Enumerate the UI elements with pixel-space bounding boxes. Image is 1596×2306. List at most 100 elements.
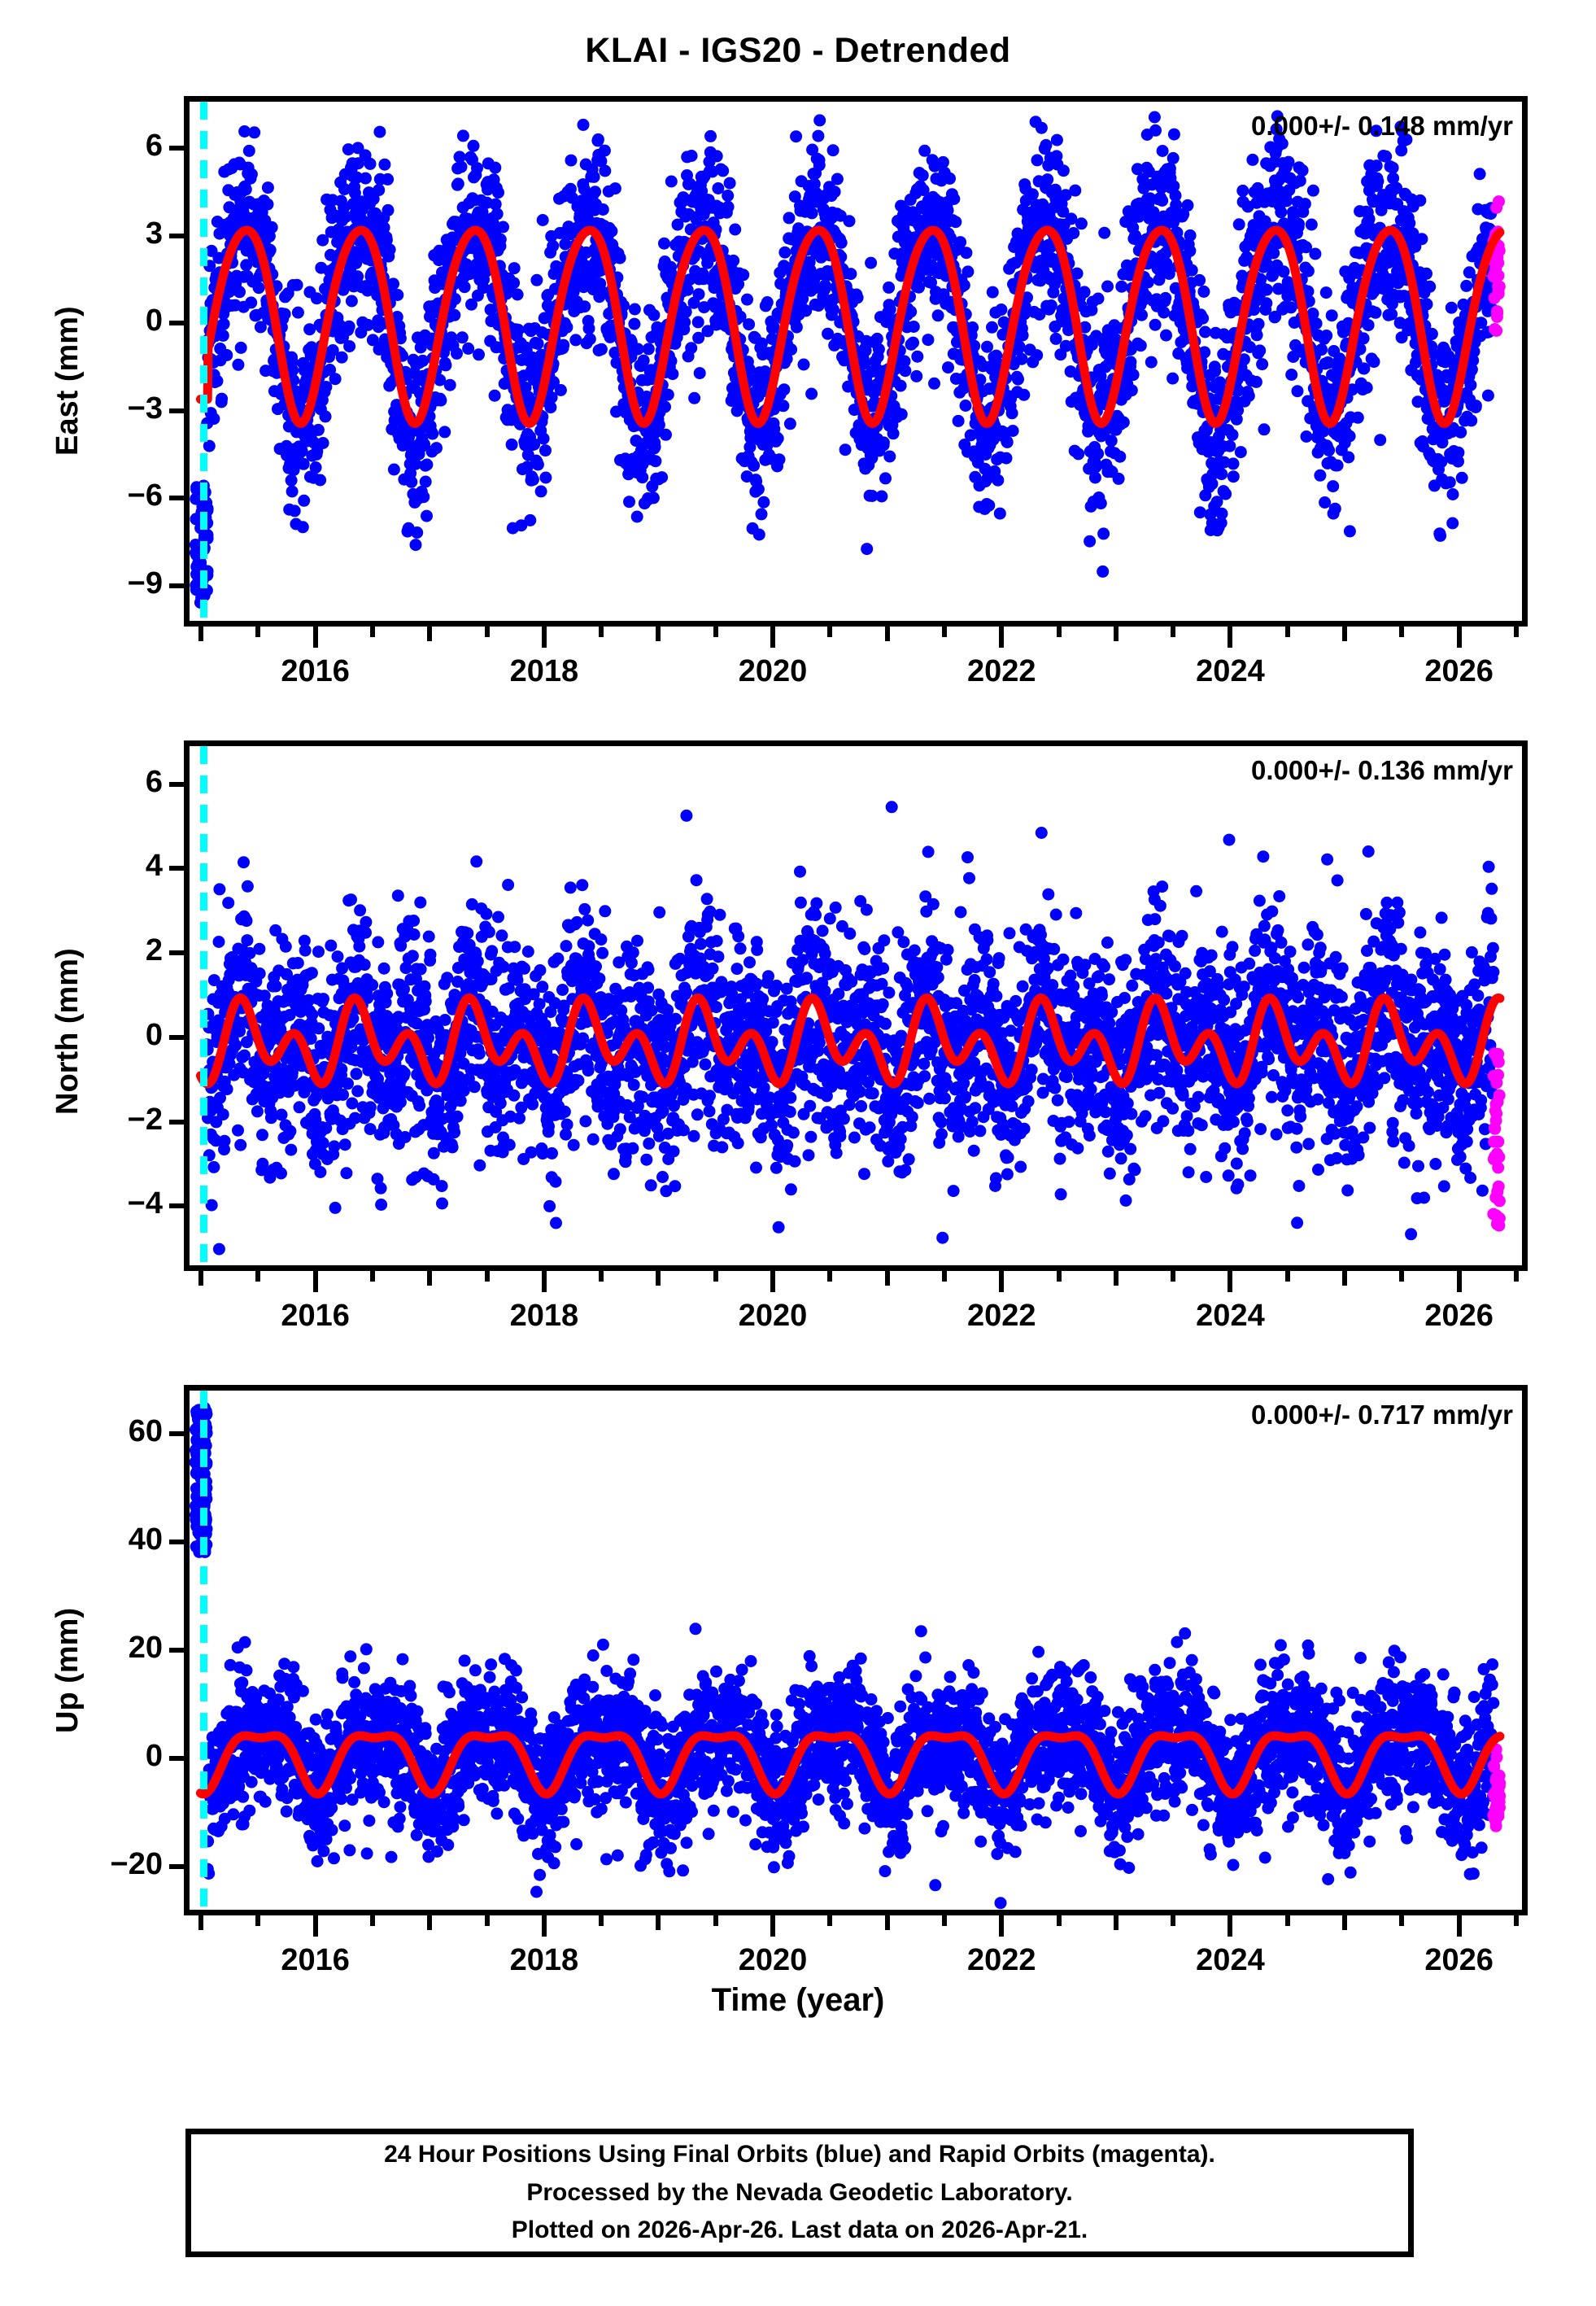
footer-line-3: Plotted on 2026-Apr-26. Last data on 202… [511, 2216, 1088, 2244]
event-line-east [200, 102, 207, 621]
xtick-mark-east-2026.5 [1513, 627, 1519, 637]
xtick-mark-north-2024 [1228, 1271, 1233, 1292]
xtick-label-up-5: 2026 [1424, 1943, 1494, 1977]
xtick-mark-north-2019.5 [713, 1271, 718, 1282]
xtick-mark-east-2016.5 [369, 627, 375, 637]
ytick-label-north-5: −4 [127, 1186, 163, 1221]
xtick-mark-up-2022 [999, 1915, 1005, 1937]
xtick-mark-north-2020.5 [827, 1271, 833, 1282]
xtick-mark-north-2021 [884, 1271, 890, 1286]
ytick-label-up-0: 60 [128, 1414, 163, 1449]
plot-canvas-north [190, 746, 1522, 1265]
xtick-mark-east-2026 [1456, 627, 1462, 648]
axis-label-up: Up (mm) [50, 1607, 85, 1733]
xtick-label-up-3: 2022 [966, 1943, 1036, 1977]
xtick-mark-up-2024.5 [1284, 1915, 1290, 1926]
xtick-label-east-2: 2020 [738, 654, 808, 688]
ytick-label-north-2: 2 [145, 933, 163, 968]
xtick-mark-up-2025.5 [1399, 1915, 1405, 1926]
ytick-mark-up-3 [169, 1755, 187, 1761]
event-line-up [200, 1391, 207, 1910]
axis-label-east: East (mm) [50, 306, 85, 456]
plot-frame-up [184, 1385, 1528, 1915]
xtick-mark-north-2017.5 [484, 1271, 490, 1282]
ytick-mark-north-5 [169, 1203, 187, 1209]
xtick-mark-east-2023.5 [1171, 627, 1176, 637]
xtick-mark-north-2021.5 [941, 1271, 947, 1282]
xtick-label-north-3: 2022 [966, 1299, 1036, 1333]
xtick-mark-east-2019 [656, 627, 661, 641]
xtick-mark-up-2019 [656, 1915, 661, 1930]
xtick-mark-north-2026.5 [1513, 1271, 1519, 1282]
xtick-mark-east-2018.5 [599, 627, 604, 637]
ytick-mark-east-5 [169, 583, 187, 588]
footer-note-box: 24 Hour Positions Using Final Orbits (bl… [185, 2129, 1414, 2257]
xtick-mark-up-2020 [770, 1915, 776, 1937]
xtick-mark-north-2023 [1113, 1271, 1119, 1286]
ytick-label-east-5: −9 [127, 566, 163, 601]
xtick-mark-north-2017 [427, 1271, 433, 1286]
ytick-label-up-4: −20 [110, 1846, 163, 1881]
xtick-label-east-1: 2018 [509, 654, 579, 688]
xtick-mark-up-2018 [541, 1915, 547, 1937]
ytick-mark-east-2 [169, 321, 187, 326]
xtick-label-east-5: 2026 [1424, 654, 1494, 688]
xtick-mark-east-2025.5 [1399, 627, 1405, 637]
xtick-mark-north-2020 [770, 1271, 776, 1292]
ytick-mark-up-2 [169, 1648, 187, 1653]
xtick-mark-up-2019.5 [713, 1915, 718, 1926]
ytick-mark-east-4 [169, 496, 187, 501]
ytick-mark-east-0 [169, 146, 187, 151]
xtick-mark-east-2024 [1228, 627, 1233, 648]
xtick-mark-north-2018 [541, 1271, 547, 1292]
xtick-mark-north-2022.5 [1056, 1271, 1062, 1282]
ytick-mark-east-3 [169, 408, 187, 413]
ytick-label-east-3: −3 [127, 391, 163, 426]
ytick-label-east-1: 3 [145, 216, 163, 251]
xtick-mark-up-2016.5 [369, 1915, 375, 1926]
xtick-mark-north-2023.5 [1171, 1271, 1176, 1282]
xtick-mark-up-2016 [312, 1915, 318, 1937]
xtick-mark-east-2017.5 [484, 627, 490, 637]
xtick-mark-up-2024 [1228, 1915, 1233, 1937]
xtick-mark-north-2018.5 [599, 1271, 604, 1282]
xtick-mark-north-2026 [1456, 1271, 1462, 1292]
xtick-mark-north-2025 [1342, 1271, 1348, 1286]
xtick-mark-east-2021.5 [941, 627, 947, 637]
xtick-mark-up-2018.5 [599, 1915, 604, 1926]
xtick-mark-east-2015.5 [255, 627, 261, 637]
xtick-mark-up-2026.5 [1513, 1915, 1519, 1926]
xtick-mark-up-2021 [884, 1915, 890, 1930]
xtick-label-north-4: 2024 [1196, 1299, 1265, 1333]
event-line-north [200, 746, 207, 1265]
ytick-label-up-2: 20 [128, 1631, 163, 1665]
ytick-mark-north-4 [169, 1119, 187, 1125]
xtick-mark-up-2022.5 [1056, 1915, 1062, 1926]
footer-line-2: Processed by the Nevada Geodetic Laborat… [526, 2178, 1073, 2206]
xtick-mark-east-2019.5 [713, 627, 718, 637]
xtick-mark-up-2023.5 [1171, 1915, 1176, 1926]
page-title: KLAI - IGS20 - Detrended [585, 31, 1011, 70]
xtick-mark-east-2015 [198, 627, 204, 641]
xtick-mark-north-2015 [198, 1271, 204, 1286]
xtick-mark-up-2020.5 [827, 1915, 833, 1926]
xtick-mark-north-2024.5 [1284, 1271, 1290, 1282]
ytick-label-north-1: 4 [145, 849, 163, 884]
xtick-mark-north-2019 [656, 1271, 661, 1286]
ytick-label-east-0: 6 [145, 129, 163, 164]
ytick-label-east-4: −6 [127, 478, 163, 513]
ytick-label-up-1: 40 [128, 1522, 163, 1557]
footer-line-1: 24 Hour Positions Using Final Orbits (bl… [384, 2141, 1215, 2168]
xtick-mark-up-2015.5 [255, 1915, 261, 1926]
axis-label-north: North (mm) [50, 948, 85, 1115]
ytick-label-north-4: −2 [127, 1102, 163, 1137]
ytick-mark-east-1 [169, 233, 187, 238]
xtick-mark-up-2021.5 [941, 1915, 947, 1926]
panel-east: 0.000+/- 0.148 mm/yr [184, 96, 1528, 627]
ytick-label-north-0: 6 [145, 764, 163, 799]
ytick-label-east-2: 0 [145, 304, 163, 338]
plot-canvas-east [190, 102, 1522, 621]
ytick-label-up-3: 0 [145, 1738, 163, 1773]
rate-annotation-east: 0.000+/- 0.148 mm/yr [1251, 111, 1513, 141]
xtick-label-east-0: 2016 [281, 654, 350, 688]
